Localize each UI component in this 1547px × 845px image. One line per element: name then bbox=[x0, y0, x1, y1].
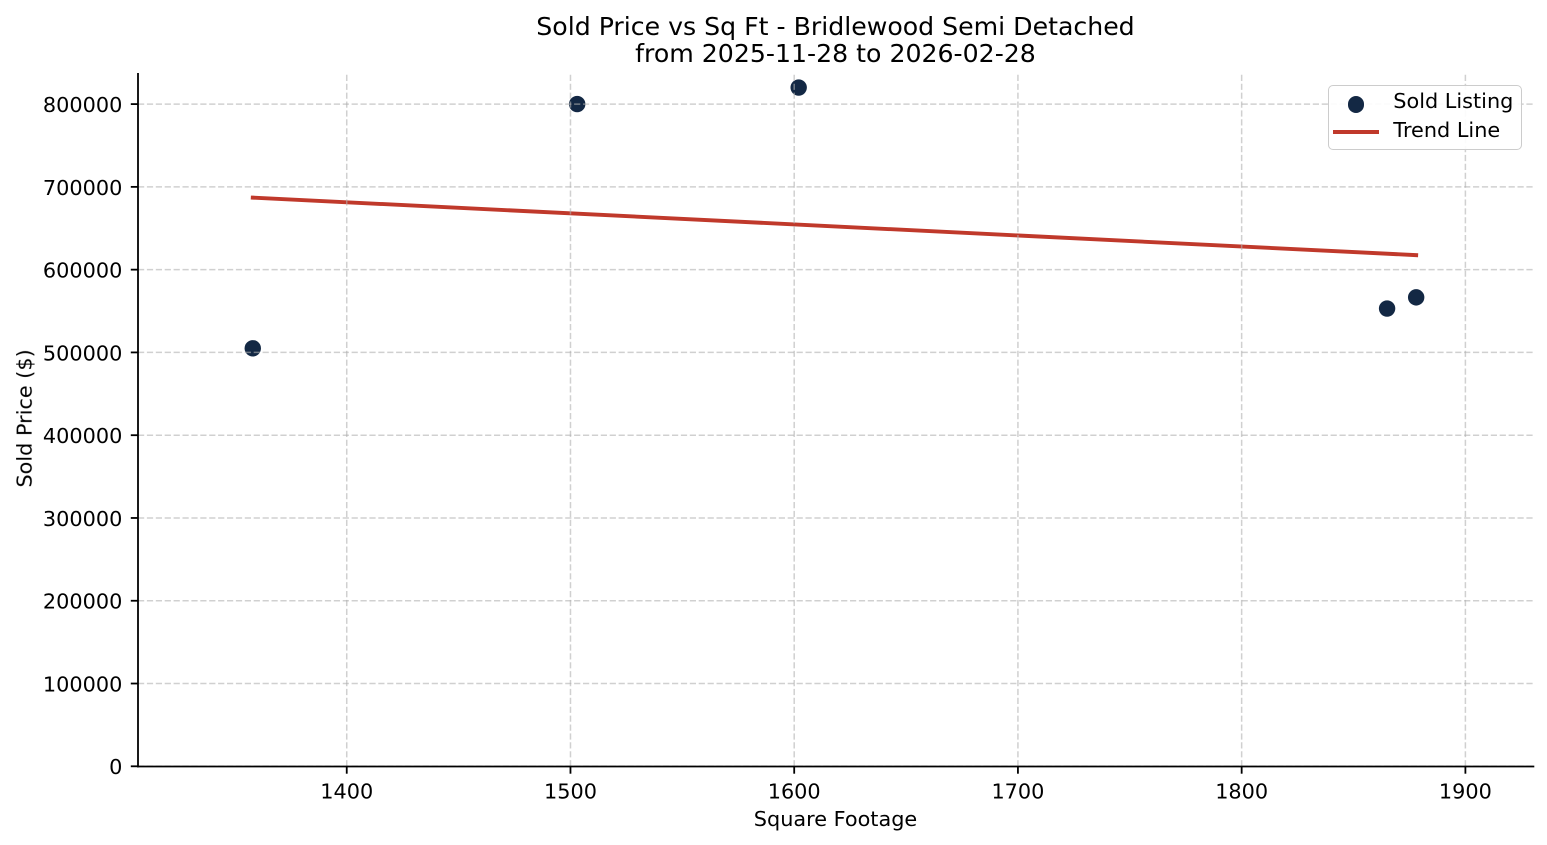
scatter-point bbox=[1407, 289, 1425, 306]
chart-title: Sold Price vs Sq Ft - Bridlewood Semi De… bbox=[536, 11, 1135, 41]
trend-line-marker-icon bbox=[1333, 130, 1380, 135]
y-tick-label: 400000 bbox=[43, 424, 122, 448]
scatter-point bbox=[790, 79, 807, 96]
legend-frame bbox=[1328, 84, 1523, 151]
y-tick-label: 200000 bbox=[43, 590, 122, 614]
y-axis-label: Sold Price ($) bbox=[12, 349, 37, 488]
y-tick-label: 0 bbox=[109, 755, 122, 779]
trend-line bbox=[250, 195, 1419, 258]
sold-listing-marker-icon bbox=[1347, 96, 1365, 113]
x-tick-label: 1800 bbox=[1215, 780, 1268, 804]
x-tick-label: 1400 bbox=[320, 780, 373, 804]
x-axis-label: Square Footage bbox=[753, 806, 918, 831]
chart-subtitle: from 2025-11-28 to 2026-02-28 bbox=[635, 38, 1036, 68]
legend-label-trend-line: Trend Line bbox=[1393, 118, 1501, 143]
scatter-point bbox=[1378, 300, 1396, 317]
x-tick-label: 1600 bbox=[768, 780, 821, 804]
legend-label-sold-listing: Sold Listing bbox=[1393, 89, 1514, 114]
y-tick-label: 500000 bbox=[43, 341, 122, 365]
x-tick-label: 1700 bbox=[991, 780, 1044, 804]
legend: Sold Listing Trend Line bbox=[1328, 84, 1523, 151]
x-tick-label: 1900 bbox=[1439, 780, 1492, 804]
y-tick-label: 300000 bbox=[43, 507, 122, 531]
x-tick-label: 1500 bbox=[544, 780, 597, 804]
y-tick-label: 600000 bbox=[43, 259, 122, 283]
y-tick-label: 100000 bbox=[43, 672, 122, 696]
y-tick-label: 800000 bbox=[43, 93, 122, 117]
scatter-point bbox=[244, 340, 261, 357]
y-tick-label: 700000 bbox=[43, 176, 122, 200]
